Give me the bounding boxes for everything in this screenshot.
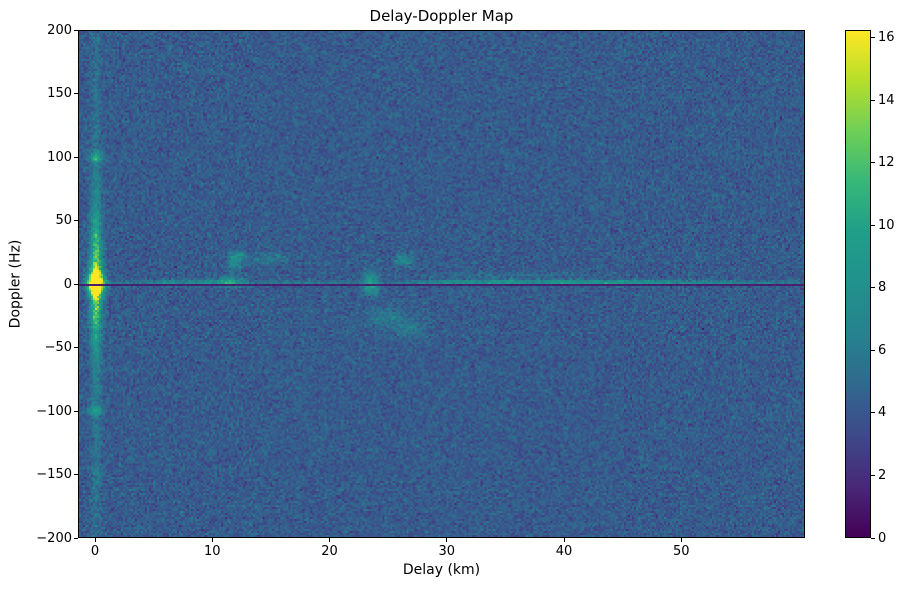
colorbar-tick-label: 14: [878, 92, 895, 108]
colorbar-tick-mark: [871, 224, 875, 226]
x-tick-label: 50: [673, 544, 690, 559]
colorbar-tick-mark: [871, 37, 875, 39]
plot-area: [78, 30, 805, 538]
colorbar-tick-label: 0: [878, 530, 887, 546]
colorbar-tick-mark: [871, 99, 875, 101]
colorbar: [845, 30, 871, 538]
x-tick-label: 40: [555, 544, 573, 559]
x-tick-label: 20: [321, 544, 338, 559]
colorbar-tick-mark: [871, 474, 875, 476]
heatmap-canvas: [79, 31, 804, 537]
x-tick-mark: [329, 538, 331, 542]
x-axis-label: Delay (km): [402, 562, 481, 578]
x-tick-mark: [446, 538, 448, 542]
chart-title: Delay-Doppler Map: [369, 7, 514, 25]
colorbar-tick-mark: [871, 287, 875, 289]
x-tick-mark: [563, 538, 565, 542]
x-tick-mark: [680, 538, 682, 542]
colorbar-tick-label: 4: [878, 405, 887, 421]
colorbar-gradient: [846, 31, 870, 537]
colorbar-tick-label: 2: [878, 467, 887, 483]
x-tick-label: 30: [438, 544, 456, 559]
colorbar-tick-label: 8: [878, 280, 887, 296]
y-axis-label: Doppler (Hz): [7, 239, 24, 329]
x-tick-label: 0: [90, 544, 100, 559]
x-tick-mark: [94, 538, 96, 542]
colorbar-tick-label: 10: [878, 217, 895, 233]
x-tick-mark: [211, 538, 213, 542]
colorbar-tick-mark: [871, 537, 875, 539]
colorbar-tick-mark: [871, 412, 875, 414]
colorbar-tick-label: 16: [878, 30, 895, 46]
y-axis-label-wrap: Doppler (Hz): [4, 30, 26, 538]
colorbar-tick-mark: [871, 349, 875, 351]
colorbar-tick-mark: [871, 162, 875, 164]
x-tick-label: 10: [203, 544, 221, 559]
colorbar-tick-label: 6: [878, 342, 887, 358]
colorbar-tick-label: 12: [878, 155, 895, 171]
